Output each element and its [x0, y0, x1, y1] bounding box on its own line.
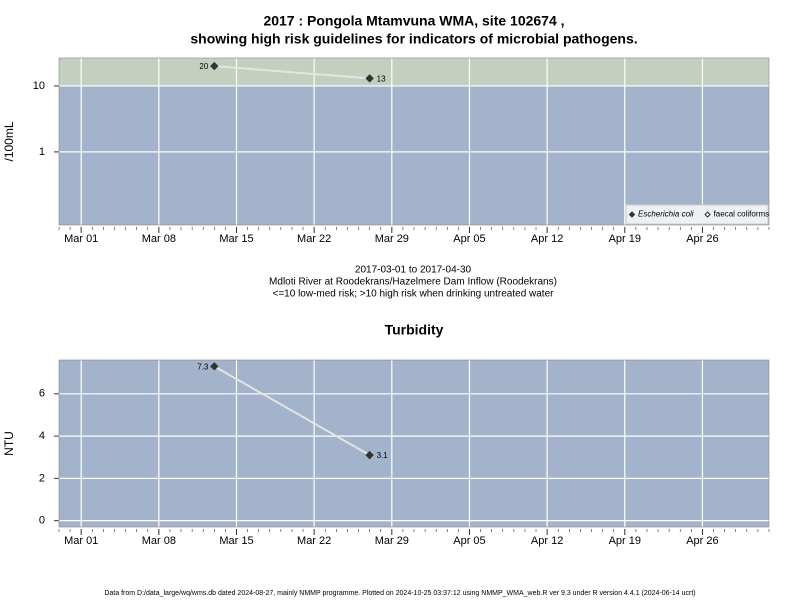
- x-tick-label: Apr 19: [609, 233, 641, 245]
- data-label: 13: [377, 75, 386, 84]
- y-axis-label: NTU: [2, 431, 16, 456]
- annotation: 2017-03-01 to 2017-04-30: [355, 265, 472, 276]
- plot-frame: [58, 359, 770, 528]
- legend-marker: [628, 211, 636, 218]
- x-tick-label: Mar 29: [375, 535, 409, 547]
- x-tick-label: Mar 08: [142, 535, 176, 547]
- annotation: Mdloti River at Roodekrans/Hazelmere Dam…: [269, 277, 557, 288]
- y-tick-label: 4: [39, 430, 45, 442]
- annotation: <=10 low-med risk; >10 high risk when dr…: [273, 289, 555, 300]
- x-tick-label: Apr 26: [686, 535, 718, 547]
- x-tick-label: Mar 15: [219, 233, 253, 245]
- x-tick-label: Apr 19: [609, 535, 641, 547]
- y-tick-label: 10: [33, 80, 45, 92]
- y-tick-label: 2: [39, 472, 45, 484]
- x-tick-label: Mar 29: [375, 233, 409, 245]
- x-tick-label: Apr 26: [686, 233, 718, 245]
- legend-label: faecal coliforms: [714, 210, 770, 219]
- x-tick-label: Apr 12: [531, 233, 563, 245]
- data-point: [365, 450, 374, 460]
- data-point: [210, 362, 219, 371]
- data-point: [210, 61, 219, 71]
- x-tick-label: Apr 05: [453, 233, 485, 245]
- series-line: [214, 65, 370, 80]
- y-tick-label: 6: [39, 388, 45, 400]
- legend-label: Escherichia coli: [638, 210, 694, 219]
- chart-title: Turbidity: [385, 322, 444, 338]
- x-tick-label: Mar 22: [297, 233, 331, 245]
- data-point: [365, 74, 374, 83]
- x-tick-label: Apr 12: [531, 535, 563, 547]
- chart-title: showing high risk guidelines for indicat…: [190, 31, 637, 47]
- x-tick-label: Mar 15: [219, 535, 253, 547]
- legend-marker: [704, 211, 711, 218]
- x-tick-label: Mar 08: [142, 233, 176, 245]
- plot-background: [59, 360, 769, 527]
- x-tick-label: Apr 05: [453, 535, 485, 547]
- x-tick-label: Mar 01: [64, 233, 98, 245]
- plot-frame: [58, 57, 770, 226]
- footer: Data from D:/data_large/wq/wms.db dated …: [104, 590, 695, 597]
- y-tick-label: 0: [39, 515, 45, 527]
- legend-box: [625, 204, 769, 225]
- series-line: [213, 365, 371, 456]
- y-axis-label: /100mL: [2, 121, 16, 161]
- x-tick-label: Mar 01: [64, 535, 98, 547]
- x-tick-label: Mar 22: [297, 535, 331, 547]
- data-label: 7.3: [197, 362, 209, 371]
- chart-title: 2017 : Pongola Mtamvuna WMA, site 102674…: [263, 13, 564, 29]
- high-risk-band: [59, 58, 769, 86]
- data-label: 3.1: [377, 451, 389, 460]
- data-label: 20: [199, 62, 208, 71]
- y-tick-label: 1: [39, 146, 45, 158]
